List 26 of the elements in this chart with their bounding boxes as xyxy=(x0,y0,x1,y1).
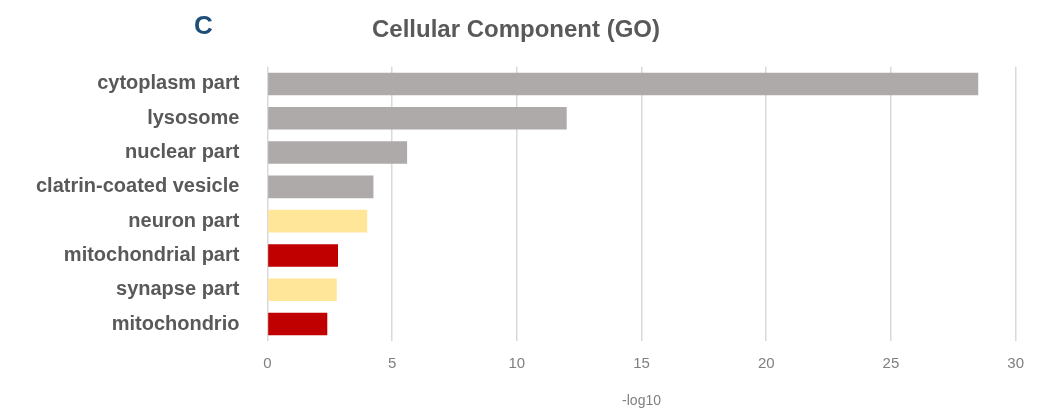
bar xyxy=(268,244,339,267)
bar xyxy=(268,106,567,130)
bar xyxy=(268,175,374,199)
y-tick-label: nuclear part xyxy=(124,140,240,163)
y-tick-label: mitochondrial part xyxy=(63,242,240,265)
bar xyxy=(268,141,408,164)
y-tick-label: neuron part xyxy=(128,208,240,231)
bar xyxy=(268,278,337,302)
bar xyxy=(268,72,979,96)
x-axis-title: -log10 xyxy=(622,392,662,409)
y-tick-label: mitochondrio xyxy=(111,311,240,334)
x-tick-label: 30 xyxy=(1007,354,1024,372)
text: C xyxy=(194,10,214,41)
bar xyxy=(268,209,368,233)
x-tick-label: 15 xyxy=(633,354,650,372)
bar xyxy=(268,312,328,336)
y-tick-label: synapse part xyxy=(116,277,240,300)
x-tick-label: 10 xyxy=(508,354,526,372)
x-tick-label: 25 xyxy=(882,354,900,372)
x-tick-label: 0 xyxy=(263,354,272,372)
x-tick-label: 5 xyxy=(387,354,397,372)
chart-title: Cellular Component (GO) xyxy=(372,15,660,43)
x-tick-label: 20 xyxy=(757,354,775,372)
y-tick-label: clatrin-coated vesicle xyxy=(35,174,240,197)
y-tick-label: cytoplasm part xyxy=(97,71,240,94)
y-tick-label: lysosome xyxy=(147,105,240,128)
